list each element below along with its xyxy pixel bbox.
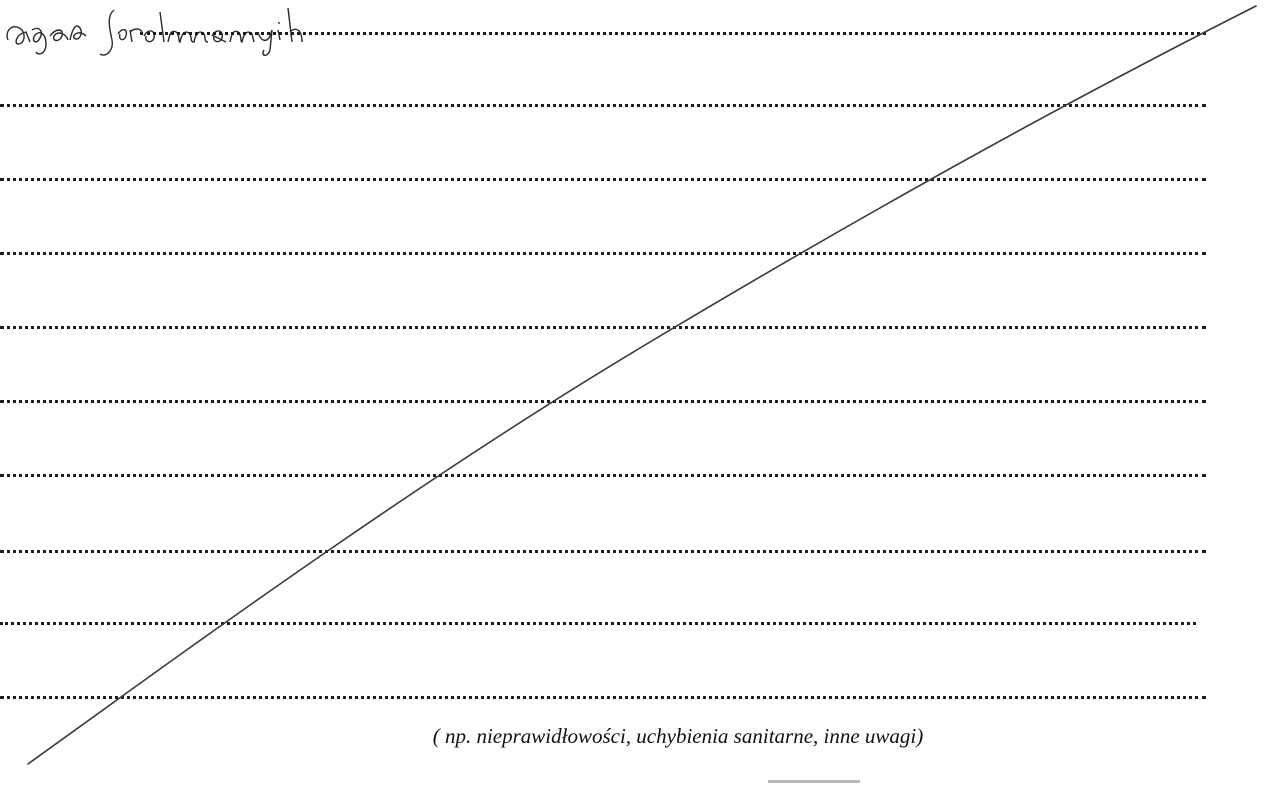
dotted-line-2[interactable] xyxy=(0,104,1206,107)
form-caption: ( np. nieprawidłowości, uchybienia sanit… xyxy=(432,724,924,748)
dotted-line-3[interactable] xyxy=(0,178,1206,181)
dotted-line-10[interactable] xyxy=(0,696,1206,699)
handwritten-signature xyxy=(6,7,303,56)
dotted-line-6[interactable] xyxy=(0,400,1206,403)
dotted-line-9[interactable] xyxy=(0,622,1196,625)
dotted-line-1[interactable] xyxy=(140,32,1206,35)
dotted-line-8[interactable] xyxy=(0,550,1206,553)
dotted-line-7[interactable] xyxy=(0,474,1206,477)
dotted-line-4[interactable] xyxy=(0,252,1206,255)
dotted-line-5[interactable] xyxy=(0,326,1206,329)
stamp-fragment xyxy=(768,780,860,783)
